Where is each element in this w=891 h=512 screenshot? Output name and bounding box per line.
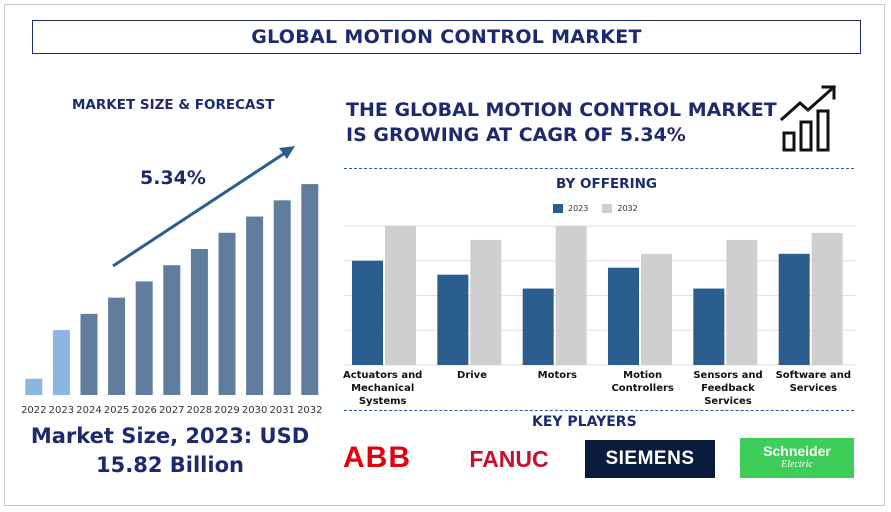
forecast-tick-2026: 2026: [131, 405, 156, 416]
schneider-logo-line-1: Schneider: [763, 443, 831, 459]
market-size-heading: MARKET SIZE & FORECAST: [72, 97, 275, 113]
forecast-bar-2029: [218, 232, 236, 395]
forecast-bar-2031: [273, 200, 291, 395]
growth-icon-bar-3: [816, 109, 830, 152]
offering-bar-2023-2: [522, 288, 554, 365]
forecast-bar-2027: [163, 265, 181, 395]
forecast-tick-2032: 2032: [297, 405, 322, 416]
legend-item-2032: 2032: [602, 204, 638, 213]
trend-arrow-line: [112, 149, 289, 268]
offering-category-label: Software and: [776, 370, 851, 381]
offering-bar-2023-1: [437, 274, 469, 365]
offering-category-label: Sensors and: [693, 370, 762, 381]
offering-bar-2023-5: [778, 253, 810, 365]
forecast-tick-2025: 2025: [104, 405, 129, 416]
offering-category-label: Drive: [457, 370, 487, 381]
offering-category-label: Systems: [359, 396, 407, 407]
page-title: GLOBAL MOTION CONTROL MARKET: [32, 20, 861, 54]
forecast-tick-2027: 2027: [159, 405, 184, 416]
growth-icon-bar-2: [799, 120, 813, 152]
market-size-line-2: 15.82 Billion: [96, 453, 244, 477]
cagr-headline: THE GLOBAL MOTION CONTROL MARKET IS GROW…: [346, 98, 777, 148]
offering-bar-2023-4: [693, 288, 725, 365]
forecast-bar-2025: [108, 297, 126, 395]
offering-bar-2023-0: [352, 260, 383, 365]
offering-bar-2032-2: [555, 226, 587, 365]
offering-category-label: Actuators and: [343, 370, 422, 381]
offering-legend: 2023 2032: [553, 204, 638, 213]
growth-icon-arrowhead: [821, 85, 836, 100]
schneider-logo-line-2: Electric: [781, 459, 813, 470]
fanuc-logo: FANUC: [469, 445, 549, 472]
forecast-bar-2026: [135, 281, 153, 395]
forecast-tick-2030: 2030: [242, 405, 267, 416]
legend-item-2023: 2023: [553, 204, 588, 213]
forecast-bar-2028: [190, 249, 208, 395]
forecast-tick-2029: 2029: [214, 405, 239, 416]
offering-category-label: Feedback: [701, 383, 755, 394]
forecast-tick-2022: 2022: [21, 405, 46, 416]
offering-category-label: Motors: [538, 370, 577, 381]
forecast-bar-2032: [301, 184, 319, 395]
offering-bar-2032-3: [641, 253, 672, 365]
siemens-logo: SIEMENS: [585, 440, 715, 478]
offering-category-label: Controllers: [611, 383, 673, 394]
trend-arrow-head: [279, 146, 295, 159]
offering-bar-2023-3: [608, 267, 639, 365]
key-players-title: KEY PLAYERS: [532, 414, 637, 430]
forecast-bar-2023: [52, 330, 70, 395]
forecast-tick-2024: 2024: [76, 405, 101, 416]
offering-category-label: Services: [704, 396, 752, 407]
offering-bar-2032-5: [811, 232, 843, 365]
headline-line-1: THE GLOBAL MOTION CONTROL MARKET: [346, 99, 777, 121]
forecast-tick-2031: 2031: [269, 405, 294, 416]
offering-chart-title: BY OFFERING: [556, 176, 657, 192]
offering-category-label: Motion: [623, 370, 662, 381]
cagr-annotation: 5.34%: [140, 167, 206, 189]
legend-label-2032: 2032: [617, 204, 638, 213]
outer-frame: [4, 4, 885, 506]
divider-top: [344, 168, 854, 169]
offering-bar-2032-1: [470, 239, 502, 365]
schneider-electric-logo: Schneider Electric: [740, 438, 854, 478]
offering-bar-2032-0: [385, 226, 416, 365]
forecast-bar-2022: [25, 378, 43, 395]
market-size-line-1: Market Size, 2023: USD: [30, 424, 310, 448]
offering-category-label: Mechanical: [351, 383, 414, 394]
growth-icon-bar-1: [782, 131, 796, 152]
forecast-bar-2030: [246, 216, 264, 395]
forecast-tick-2023: 2023: [49, 405, 74, 416]
legend-label-2023: 2023: [568, 204, 589, 213]
growth-icon-trend-line: [779, 84, 837, 122]
headline-line-2: IS GROWING AT CAGR OF 5.34%: [346, 124, 686, 146]
forecast-bar-2024: [80, 313, 98, 395]
offering-category-label: Services: [790, 383, 838, 394]
abb-logo: ABB: [343, 441, 411, 474]
forecast-tick-2028: 2028: [187, 405, 212, 416]
market-size-summary: Market Size, 2023: USD 15.82 Billion: [10, 422, 330, 480]
divider-bottom: [344, 410, 854, 411]
offering-bar-2032-4: [726, 239, 758, 365]
